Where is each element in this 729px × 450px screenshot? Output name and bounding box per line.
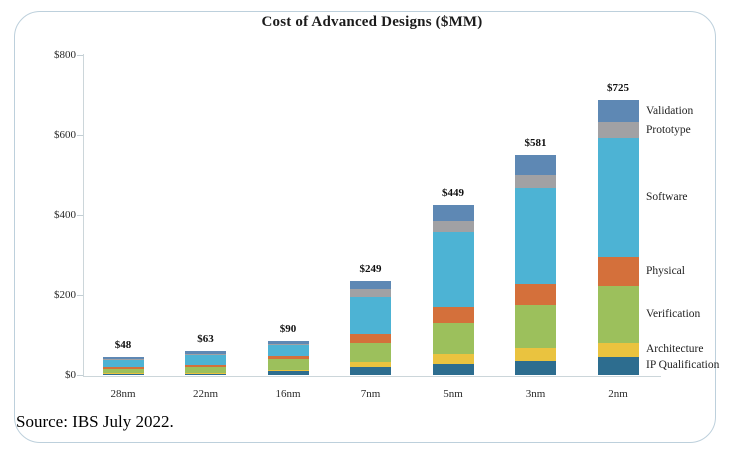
legend-label-software: Software [646, 191, 688, 204]
bar-segment-architecture-5nm [432, 353, 474, 364]
category-label-2nm: 2nm [608, 388, 628, 400]
bar-segment-software-16nm [267, 345, 309, 357]
legend-label-validation: Validation [646, 104, 694, 117]
bar-segment-physical-7nm [350, 334, 391, 344]
y-tick-label: $0 [65, 369, 76, 381]
source-note: Source: IBS July 2022. [16, 412, 174, 431]
bar-segment-physical-3nm [515, 284, 556, 306]
bar-segment-validation-7nm [350, 280, 391, 289]
y-tick [77, 295, 83, 296]
y-tick-label: $400 [54, 209, 76, 221]
bar-segment-validation-16nm [267, 340, 309, 344]
bar-segment-prototype-2nm [597, 122, 639, 139]
bar-segment-physical-5nm [432, 307, 474, 324]
bar-segment-physical-22nm [185, 365, 226, 367]
bar-total-label-5nm: $449 [442, 186, 464, 199]
bar-segment-software-2nm [597, 138, 639, 258]
category-label-3nm: 3nm [525, 388, 546, 400]
bar-segment-verification-5nm [432, 323, 474, 354]
bar-total-label-16nm: $90 [279, 322, 297, 335]
bar-segment-prototype-7nm [350, 288, 391, 297]
bar-segment-verification-2nm [597, 285, 639, 343]
bar-segment-validation-22nm [185, 351, 226, 354]
bar-total-label-22nm: $63 [197, 333, 214, 346]
bar-segment-validation-3nm [515, 154, 556, 175]
bar-total-label-3nm: $581 [524, 136, 547, 149]
bar-segment-validation-5nm [432, 204, 474, 222]
bar-segment-prototype-5nm [432, 221, 474, 233]
bar-segment-physical-28nm [102, 367, 144, 369]
bar-segment-ip-qualification-28nm [102, 374, 144, 375]
y-axis [83, 54, 84, 376]
bar-segment-software-3nm [515, 187, 556, 285]
legend-label-ip-qualification: IP Qualification [646, 359, 720, 372]
bar-segment-verification-22nm [185, 366, 226, 374]
bar-total-label-2nm: $725 [607, 82, 629, 95]
y-tick-label: $600 [54, 129, 76, 141]
bar-segment-prototype-16nm [267, 343, 309, 346]
bar-segment-ip-qualification-16nm [267, 371, 309, 375]
bar-segment-ip-qualification-3nm [515, 360, 556, 375]
category-label-16nm: 16nm [275, 388, 301, 400]
bar-segment-validation-2nm [597, 100, 639, 123]
bar-segment-architecture-2nm [597, 342, 639, 357]
bar-segment-physical-16nm [267, 356, 309, 360]
bar-segment-ip-qualification-7nm [350, 366, 391, 375]
bar-segment-ip-qualification-2nm [597, 356, 639, 375]
bar-total-label-7nm: $249 [359, 262, 382, 275]
bar-segment-software-5nm [432, 232, 474, 308]
y-tick-label: $800 [54, 49, 76, 61]
x-axis [83, 376, 661, 377]
y-tick [77, 375, 83, 376]
y-tick [77, 135, 83, 136]
category-label-7nm: 7nm [360, 388, 381, 400]
legend-label-prototype: Prototype [646, 123, 691, 136]
bar-total-label-28nm: $48 [114, 338, 132, 351]
bar-segment-architecture-28nm [102, 373, 144, 375]
bar-segment-software-22nm [185, 355, 226, 366]
category-label-5nm: 5nm [443, 388, 463, 400]
bar-segment-ip-qualification-22nm [185, 373, 226, 375]
y-tick-label: $200 [54, 289, 76, 301]
bar-segment-prototype-22nm [185, 353, 226, 356]
bar-segment-architecture-16nm [267, 370, 309, 372]
bar-segment-validation-28nm [102, 356, 144, 359]
bar-segment-ip-qualification-5nm [432, 364, 474, 375]
bar-segment-prototype-3nm [515, 174, 556, 188]
bar-segment-architecture-22nm [185, 373, 226, 374]
legend-label-architecture: Architecture [646, 343, 704, 356]
bar-segment-software-28nm [102, 359, 144, 368]
chart-title: Cost of Advanced Designs ($MM) [261, 14, 483, 30]
legend-label-verification: Verification [646, 307, 701, 320]
bar-segment-prototype-28nm [102, 358, 144, 360]
bar-segment-physical-2nm [597, 257, 639, 286]
category-label-28nm: 28nm [110, 388, 136, 400]
bar-segment-verification-28nm [102, 368, 144, 374]
bar-segment-verification-16nm [267, 359, 309, 371]
y-tick [77, 55, 83, 56]
y-tick [77, 215, 83, 216]
bar-segment-software-7nm [350, 296, 391, 335]
bar-segment-architecture-3nm [515, 348, 556, 361]
category-label-22nm: 22nm [192, 388, 219, 400]
bar-segment-architecture-7nm [350, 362, 391, 367]
bar-segment-verification-3nm [515, 305, 556, 349]
legend-label-physical: Physical [646, 265, 685, 278]
bar-segment-verification-7nm [350, 343, 391, 363]
